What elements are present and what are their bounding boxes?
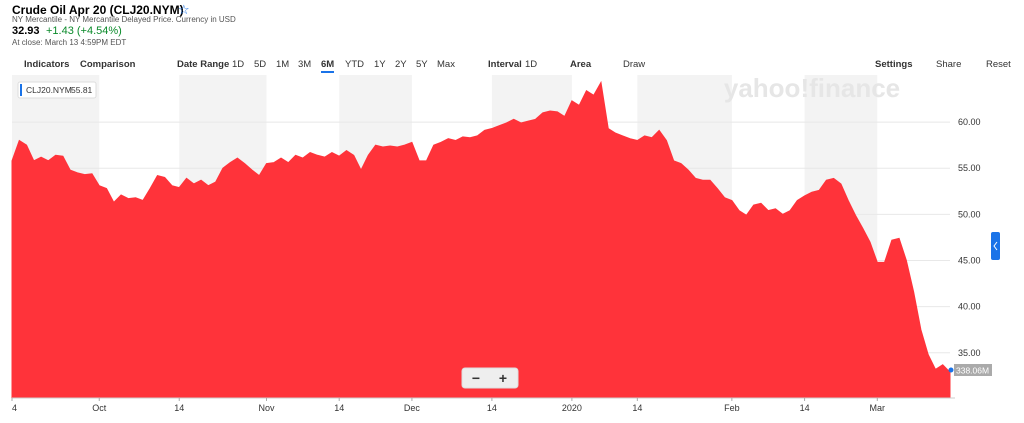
toolbar-item[interactable]: Date Range — [177, 59, 230, 70]
side-tab[interactable] — [991, 232, 1000, 260]
toolbar-item[interactable]: Indicators — [24, 59, 70, 70]
watermark: yahoo!finance — [724, 73, 900, 103]
x-tick-label: 14 — [174, 403, 184, 413]
zoom-out[interactable]: − — [472, 370, 480, 386]
legend-swatch — [20, 84, 22, 96]
toolbar-item[interactable]: 2Y — [395, 59, 407, 70]
toolbar-item[interactable]: 5D — [254, 59, 267, 70]
toolbar-item[interactable]: Comparison — [80, 59, 136, 70]
y-tick-label: 55.00 — [958, 163, 981, 173]
x-tick-label: 14 — [800, 403, 810, 413]
y-tick-label: 60.00 — [958, 117, 981, 127]
x-tick-label: Mar — [870, 403, 886, 413]
title: Crude Oil Apr 20 (CLJ20.NYM) — [12, 3, 184, 17]
price-change: +1.43 (+4.54%) — [46, 25, 122, 37]
legend-symbol: CLJ20.NYM — [26, 85, 72, 95]
x-tick-label: Nov — [258, 403, 275, 413]
x-tick-label: 4 — [12, 403, 17, 413]
price-area — [11, 80, 951, 399]
volume-label-box — [954, 364, 992, 376]
price: 32.93 — [12, 25, 40, 37]
legend-box — [17, 81, 97, 99]
toolbar-item[interactable]: Reset — [986, 59, 1011, 70]
x-tick-label: 14 — [334, 403, 344, 413]
toolbar-item[interactable]: 1D — [525, 59, 538, 70]
x-tick-label: Oct — [92, 403, 107, 413]
toolbar-item[interactable]: Settings — [875, 59, 913, 70]
toolbar-item[interactable]: 5Y — [416, 59, 428, 70]
volume-label: 338.06M — [956, 366, 989, 376]
toolbar-item[interactable]: 6M — [321, 59, 335, 73]
toolbar-item[interactable]: Max — [437, 59, 455, 70]
toolbar-item[interactable]: 1Y — [374, 59, 386, 70]
close-time: At close: March 13 4:59PM EDT — [12, 38, 127, 47]
chart: yahoo!finance 35.00 40.00 45.00 50.00 55.00 6… — [11, 73, 1000, 413]
x-tick-label: 14 — [487, 403, 497, 413]
x-tick-label: Feb — [724, 403, 740, 413]
toolbar-item[interactable]: 1D — [232, 59, 245, 70]
toolbar-item[interactable]: Share — [936, 59, 962, 70]
volume-dot — [948, 367, 954, 373]
y-tick-label: 50.00 — [958, 209, 981, 219]
toolbar-item[interactable]: Draw — [623, 59, 646, 70]
y-tick-label: 40.00 — [958, 302, 981, 312]
toolbar-item[interactable]: 3M — [298, 59, 312, 70]
toolbar-item[interactable]: YTD — [345, 59, 364, 70]
subtitle: NY Mercantile - NY Mercantile Delayed Pr… — [12, 15, 236, 24]
toolbar-item[interactable]: Area — [570, 59, 592, 70]
y-tick-label: 45.00 — [958, 255, 981, 265]
toolbar-item[interactable]: 1M — [276, 59, 290, 70]
legend-value: 55.81 — [71, 85, 93, 95]
zoom-box — [461, 367, 519, 389]
toolbar-item[interactable]: Interval — [488, 59, 522, 70]
toolbar: Indicators Comparison Date Range 1D 5D 1M 3M 6M… — [12, 57, 1012, 73]
x-tick-label: 2020 — [562, 403, 582, 413]
zoom-in[interactable]: + — [499, 370, 507, 386]
y-tick-label: 35.00 — [958, 348, 981, 358]
x-tick-label: Dec — [404, 403, 421, 413]
side-tab-arrow — [993, 241, 998, 251]
watch-star[interactable]: ☆ — [178, 2, 190, 17]
x-tick-label: 14 — [632, 403, 642, 413]
